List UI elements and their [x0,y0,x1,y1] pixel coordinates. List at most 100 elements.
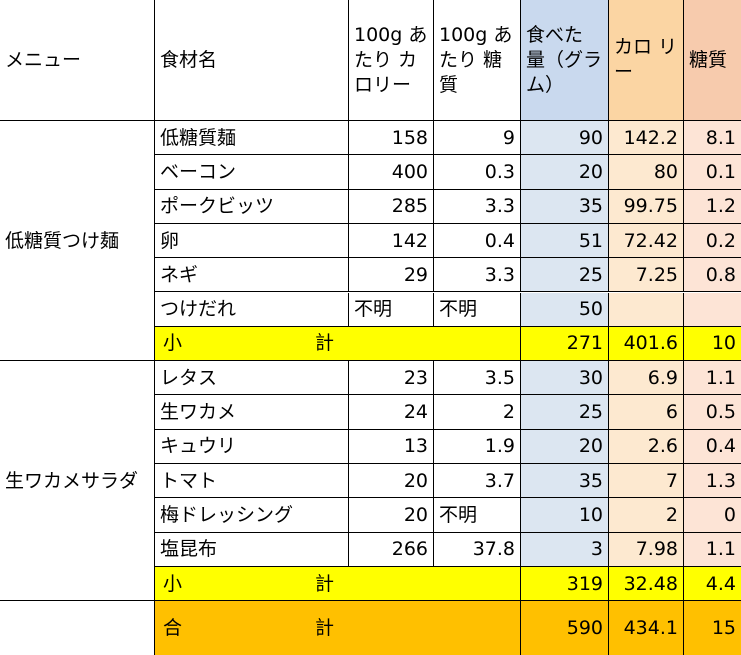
cell-carbs[interactable]: 0.4 [684,429,741,464]
total-carbs[interactable]: 15 [684,601,741,655]
cell-amount-eaten[interactable]: 35 [521,464,609,499]
header-calories-text: カロ リー [614,36,678,83]
cell-ingredient-text: 塩昆布 [160,538,218,561]
cell-calories[interactable]: 99.75 [609,189,684,224]
cell-cal-per-100g[interactable]: 29 [349,258,434,293]
cell-carb-per-100g[interactable]: 2 [434,395,521,430]
cell-calories[interactable]: 6.9 [609,361,684,396]
cell-carbs[interactable]: 0.5 [684,395,741,430]
cell-ingredient[interactable]: 卵 [155,223,349,259]
total-label[interactable]: 合計 [155,601,521,655]
cell-amount-eaten[interactable]: 3 [521,532,609,567]
cell-carbs[interactable]: 0.8 [684,258,741,293]
cell-carbs[interactable]: 1.2 [684,189,741,224]
cell-calories[interactable]: 72.42 [609,223,684,259]
header-amount-eaten[interactable]: 食べた 量（グラ ム） [521,0,609,121]
subtotal-amount-eaten[interactable]: 319 [521,566,609,602]
cell-carb-per-100g[interactable]: 0.3 [434,155,521,190]
cell-carb-per-100g-text: 3.5 [484,366,515,389]
cell-carb-per-100g[interactable]: 37.8 [434,532,521,567]
cell-menu-name[interactable]: 低糖質つけ麺 [0,121,155,362]
cell-carb-per-100g[interactable]: 0.4 [434,223,521,259]
cell-carbs[interactable] [684,292,741,327]
cell-ingredient[interactable]: 塩昆布 [155,532,349,567]
subtotal-amount-eaten[interactable]: 271 [521,326,609,362]
cell-cal-per-100g[interactable]: 266 [349,532,434,567]
total-calories[interactable]: 434.1 [609,601,684,655]
cell-cal-per-100g[interactable]: 13 [349,429,434,464]
cell-amount-eaten[interactable]: 10 [521,498,609,533]
cell-calories[interactable]: 2 [609,498,684,533]
cell-amount-eaten[interactable]: 25 [521,258,609,293]
header-carbs[interactable]: 糖質 [684,0,741,121]
cell-carbs[interactable]: 1.1 [684,361,741,396]
cell-carb-per-100g[interactable]: 1.9 [434,429,521,464]
total-menu-blank[interactable] [0,601,155,655]
cell-calories[interactable]: 6 [609,395,684,430]
cell-cal-per-100g[interactable]: 24 [349,395,434,430]
cell-ingredient[interactable]: 梅ドレッシング [155,498,349,533]
subtotal-label[interactable]: 小計 [155,326,521,362]
total-amount-eaten[interactable]: 590 [521,601,609,655]
cell-calories[interactable]: 7 [609,464,684,499]
cell-cal-per-100g[interactable]: 158 [349,121,434,156]
cell-amount-eaten[interactable]: 51 [521,223,609,259]
cell-cal-per-100g[interactable]: 142 [349,223,434,259]
cell-amount-eaten[interactable]: 20 [521,429,609,464]
cell-carb-per-100g[interactable]: 不明 [434,498,521,533]
cell-ingredient[interactable]: トマト [155,464,349,499]
cell-cal-per-100g[interactable]: 285 [349,189,434,224]
cell-calories[interactable] [609,292,684,327]
cell-carbs[interactable]: 0.1 [684,155,741,190]
cell-carb-per-100g[interactable]: 9 [434,121,521,156]
cell-cal-per-100g[interactable]: 20 [349,498,434,533]
cell-ingredient[interactable]: レタス [155,361,349,396]
subtotal-carbs[interactable]: 10 [684,326,741,362]
cell-ingredient[interactable]: キュウリ [155,429,349,464]
cell-carb-per-100g[interactable]: 3.3 [434,258,521,293]
cell-carb-per-100g[interactable]: 3.3 [434,189,521,224]
cell-carbs[interactable]: 8.1 [684,121,741,156]
cell-ingredient[interactable]: つけだれ [155,292,349,327]
cell-cal-per-100g[interactable]: 400 [349,155,434,190]
cell-carbs[interactable]: 1.1 [684,532,741,567]
cell-cal-per-100g-text: 20 [403,503,428,526]
cell-ingredient[interactable]: ベーコン [155,155,349,190]
header-calories[interactable]: カロ リー [609,0,684,121]
cell-calories[interactable]: 80 [609,155,684,190]
cell-amount-eaten[interactable]: 35 [521,189,609,224]
subtotal-carbs[interactable]: 4.4 [684,566,741,602]
header-ingredient[interactable]: 食材名 [155,0,349,121]
cell-ingredient[interactable]: 生ワカメ [155,395,349,430]
cell-amount-eaten[interactable]: 50 [521,292,609,327]
subtotal-calories[interactable]: 32.48 [609,566,684,602]
cell-cal-per-100g[interactable]: 23 [349,361,434,396]
cell-calories[interactable]: 2.6 [609,429,684,464]
cell-carbs[interactable]: 0 [684,498,741,533]
cell-carb-per-100g[interactable]: 3.5 [434,361,521,396]
cell-carb-per-100g[interactable]: 不明 [434,292,521,327]
cell-menu-name[interactable]: 生ワカメサラダ [0,361,155,602]
cell-carb-per-100g[interactable]: 3.7 [434,464,521,499]
cell-calories[interactable]: 7.98 [609,532,684,567]
cell-ingredient[interactable]: ポークビッツ [155,189,349,224]
cell-amount-eaten[interactable]: 30 [521,361,609,396]
subtotal-label[interactable]: 小計 [155,566,521,602]
cell-cal-per-100g[interactable]: 不明 [349,292,434,327]
header-menu[interactable]: メニュー [0,0,155,121]
cell-calories[interactable]: 142.2 [609,121,684,156]
cell-ingredient[interactable]: 低糖質麺 [155,121,349,156]
header-cal-per-100g[interactable]: 100g あたり カロリー [349,0,434,121]
cell-carbs[interactable]: 0.2 [684,223,741,259]
cell-amount-eaten[interactable]: 20 [521,155,609,190]
cell-ingredient[interactable]: ネギ [155,258,349,293]
header-carb-per-100g[interactable]: 100g あたり 糖質 [434,0,521,121]
cell-amount-eaten[interactable]: 90 [521,121,609,156]
cell-carbs[interactable]: 1.3 [684,464,741,499]
cell-amount-eaten-text: 35 [578,469,603,492]
cell-calories[interactable]: 7.25 [609,258,684,293]
subtotal-amount-eaten-text: 271 [566,332,603,355]
cell-cal-per-100g[interactable]: 20 [349,464,434,499]
subtotal-calories[interactable]: 401.6 [609,326,684,362]
cell-amount-eaten[interactable]: 25 [521,395,609,430]
